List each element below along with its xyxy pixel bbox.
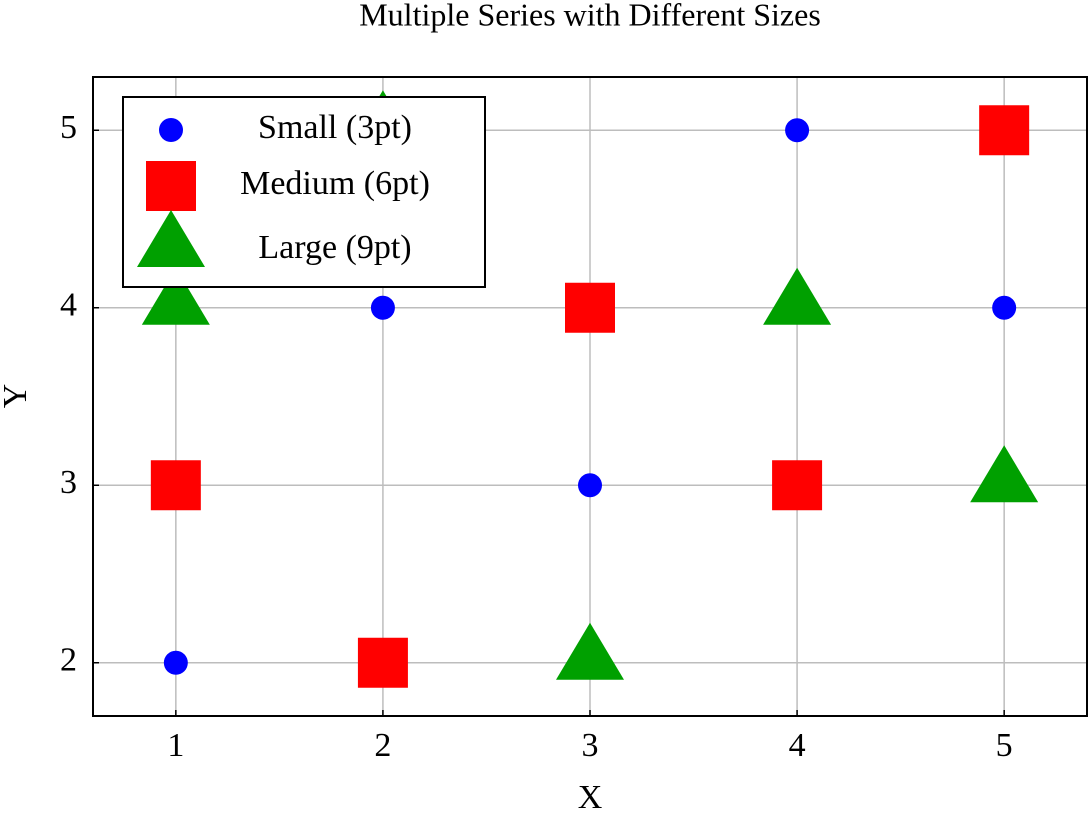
x-axis-label: X (578, 779, 603, 816)
point (763, 267, 832, 325)
y-tick-label: 5 (60, 109, 77, 146)
point (556, 622, 624, 680)
plot-frame (92, 76, 1088, 717)
x-tick-label: 2 (374, 727, 391, 764)
x-tick-label: 4 (789, 727, 806, 764)
y-tick-label: 4 (60, 287, 77, 324)
point (357, 637, 408, 688)
legend-marker (146, 161, 196, 211)
x-tick-label: 1 (167, 727, 184, 764)
point (772, 460, 823, 511)
point (565, 282, 615, 333)
legend-label: Medium (6pt) (240, 165, 430, 202)
point (979, 105, 1030, 156)
point (141, 267, 210, 325)
legend-label: Large (9pt) (258, 229, 411, 266)
legend-label: Small (3pt) (258, 109, 412, 146)
y-tick-label: 2 (60, 642, 77, 679)
x-tick-label: 5 (996, 727, 1013, 764)
y-tick-label: 3 (60, 464, 77, 501)
chart-title: Multiple Series with Different Sizes (359, 0, 821, 32)
point (970, 445, 1039, 503)
x-tick-label: 3 (582, 727, 599, 764)
point (785, 118, 810, 143)
point (578, 473, 602, 498)
legend-marker (137, 210, 205, 267)
legend-marker (159, 118, 183, 142)
point (163, 650, 188, 675)
point (150, 460, 201, 511)
point (992, 295, 1017, 320)
y-axis-label: Y (0, 384, 34, 409)
point (370, 295, 395, 320)
